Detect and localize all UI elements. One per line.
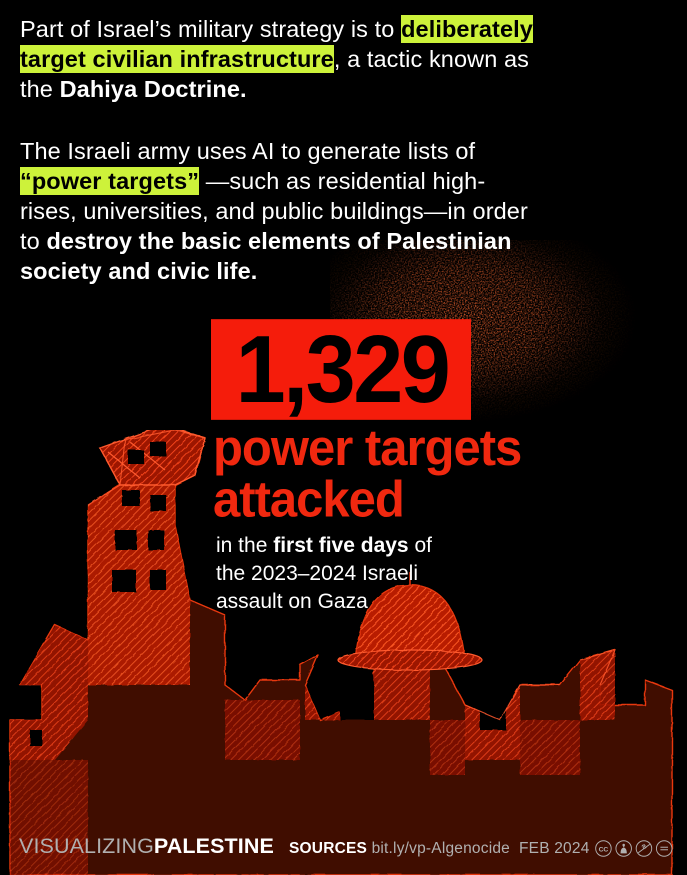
svg-text:CC: CC: [599, 846, 609, 853]
